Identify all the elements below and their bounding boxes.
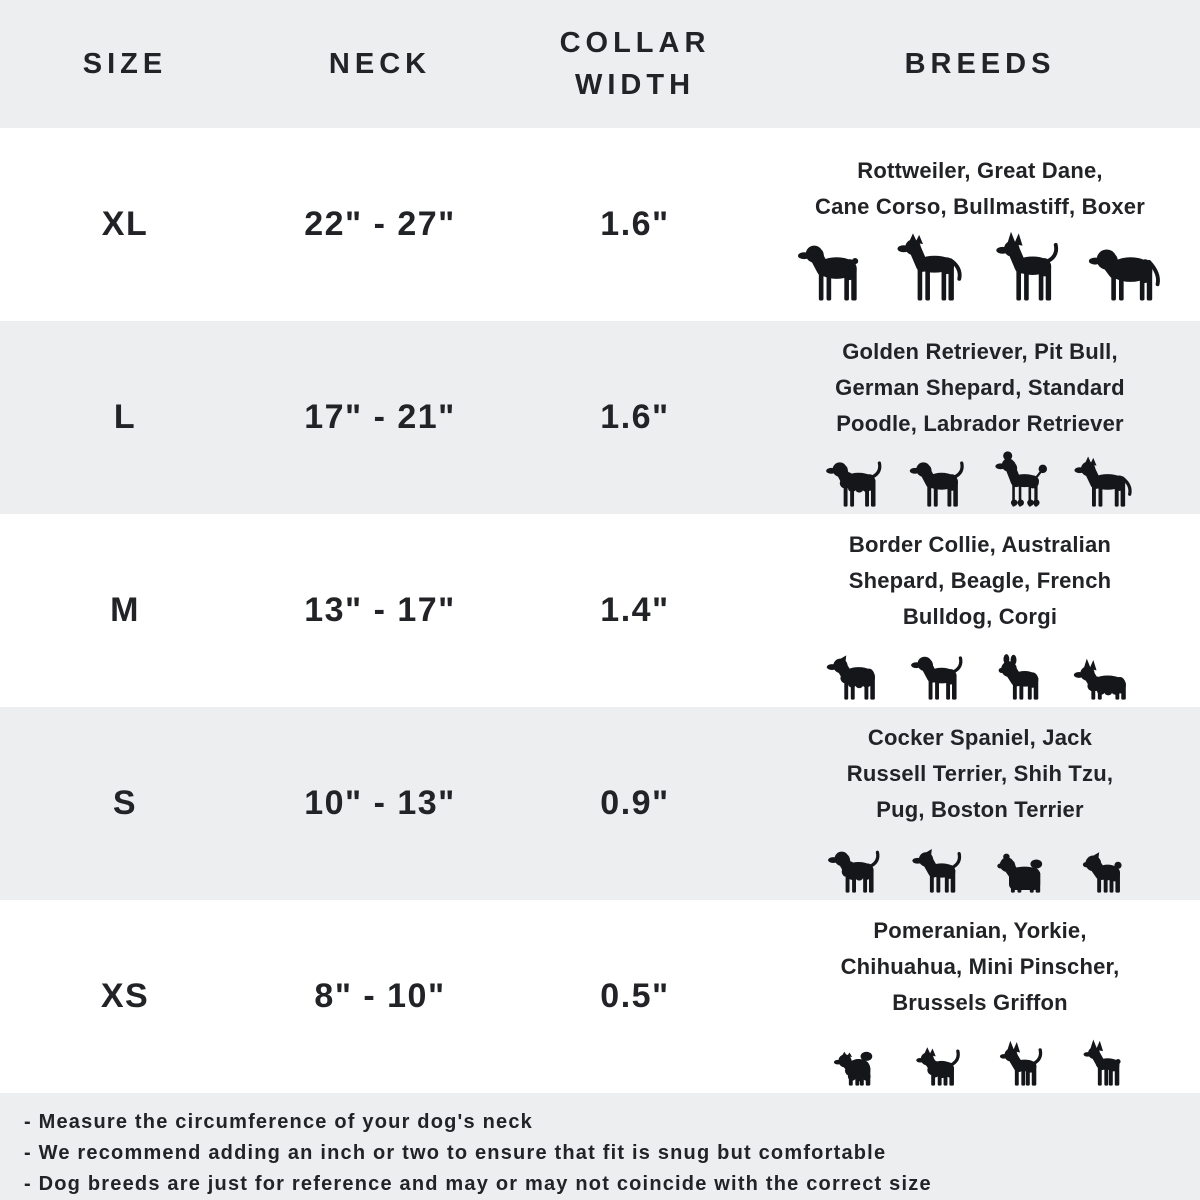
collar-width-cell: 0.9" xyxy=(600,784,670,822)
table-row-xs: XS 8" - 10" 0.5" Pomeranian, Yorkie, Chi… xyxy=(0,900,1200,1093)
table-row-s: S 10" - 13" 0.9" Cocker Spaniel, Jack Ru… xyxy=(0,707,1200,900)
breeds-cell: Border Collie, Australian Shepard, Beagl… xyxy=(760,514,1200,707)
breeds-cell: Rottweiler, Great Dane, Cane Corso, Bull… xyxy=(760,128,1200,321)
breeds-cell: Cocker Spaniel, Jack Russell Terrier, Sh… xyxy=(760,707,1200,900)
shih-tzu-icon xyxy=(983,834,1061,894)
breed-silhouettes xyxy=(817,1027,1144,1087)
breed-silhouettes xyxy=(817,448,1144,508)
collar-width-cell: 1.4" xyxy=(600,591,670,629)
great-dane-icon xyxy=(885,231,978,302)
breed-silhouettes xyxy=(817,641,1144,701)
column-header-collar-width: COLLAR WIDTH xyxy=(559,27,711,101)
yorkie-icon xyxy=(900,1027,978,1087)
neck-cell: 8" - 10" xyxy=(314,977,446,1015)
neck-cell: 13" - 17" xyxy=(304,591,456,629)
pomeranian-icon xyxy=(817,1027,895,1087)
australian-shepherd-icon xyxy=(817,641,895,701)
french-bulldog-icon xyxy=(983,641,1061,701)
table-header-row: SIZE NECK COLLAR WIDTH BREEDS xyxy=(0,0,1200,128)
column-header-neck: NECK xyxy=(328,48,432,80)
jack-russell-icon xyxy=(900,834,978,894)
table-row-m: M 13" - 17" 1.4" Border Collie, Australi… xyxy=(0,514,1200,707)
corgi-icon xyxy=(1066,641,1144,701)
chihuahua-icon xyxy=(983,1027,1061,1087)
size-cell: L xyxy=(113,398,137,436)
bullmastiff-icon xyxy=(1081,231,1174,302)
min-pin-icon xyxy=(1066,1027,1144,1087)
cocker-spaniel-icon xyxy=(817,834,895,894)
breeds-cell: Pomeranian, Yorkie, Chihuahua, Mini Pins… xyxy=(760,900,1200,1093)
rottweiler-icon xyxy=(787,231,880,302)
neck-cell: 22" - 27" xyxy=(304,205,456,243)
cane-corso-icon xyxy=(983,231,1076,302)
labrador-icon xyxy=(900,448,978,508)
beagle-icon xyxy=(900,641,978,701)
size-cell: S xyxy=(112,784,138,822)
neck-cell: 17" - 21" xyxy=(304,398,456,436)
table-row-xl: XL 22" - 27" 1.6" Rottweiler, Great Dane… xyxy=(0,128,1200,321)
german-shepherd-icon xyxy=(1066,448,1144,508)
column-header-size: SIZE xyxy=(82,48,168,80)
table-row-l: L 17" - 21" 1.6" Golden Retriever, Pit B… xyxy=(0,321,1200,514)
size-cell: M xyxy=(110,591,140,629)
size-cell: XL xyxy=(101,205,149,243)
golden-retriever-icon xyxy=(817,448,895,508)
neck-cell: 10" - 13" xyxy=(304,784,456,822)
size-cell: XS xyxy=(100,977,150,1015)
note-line-1: - Measure the circumference of your dog'… xyxy=(24,1111,533,1133)
collar-width-cell: 0.5" xyxy=(600,977,670,1015)
note-line-2: - We recommend adding an inch or two to … xyxy=(24,1142,887,1164)
pug-icon xyxy=(1066,834,1144,894)
collar-width-cell: 1.6" xyxy=(600,398,670,436)
breeds-list: Border Collie, Australian Shepard, Beagl… xyxy=(848,531,1112,629)
collar-width-cell: 1.6" xyxy=(600,205,670,243)
breed-silhouettes xyxy=(817,834,1144,894)
column-header-breeds: BREEDS xyxy=(904,48,1056,80)
poodle-icon xyxy=(983,448,1061,508)
breeds-list: Rottweiler, Great Dane, Cane Corso, Bull… xyxy=(815,158,1145,219)
breeds-list: Golden Retriever, Pit Bull, German Shepa… xyxy=(835,338,1125,436)
breed-silhouettes xyxy=(787,231,1174,302)
breeds-list: Cocker Spaniel, Jack Russell Terrier, Sh… xyxy=(846,724,1114,822)
breeds-cell: Golden Retriever, Pit Bull, German Shepa… xyxy=(760,321,1200,514)
note-line-3: - Dog breeds are just for reference and … xyxy=(24,1173,932,1195)
measurement-notes: - Measure the circumference of your dog'… xyxy=(0,1093,1200,1200)
breeds-list: Pomeranian, Yorkie, Chihuahua, Mini Pins… xyxy=(840,917,1120,1015)
